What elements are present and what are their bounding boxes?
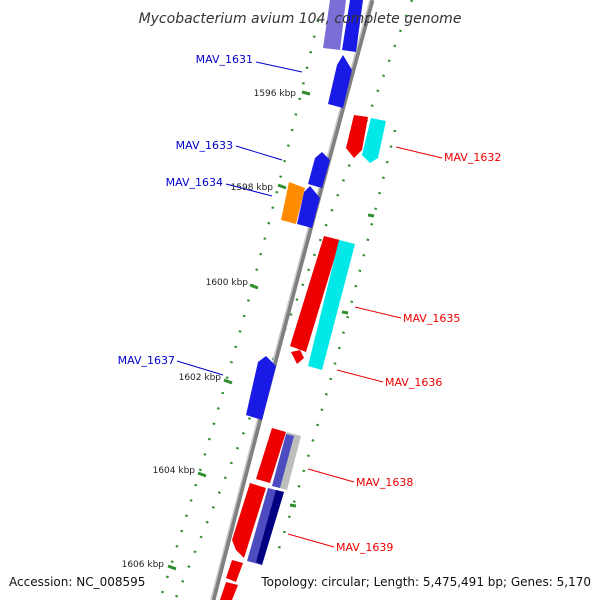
inner-guide-dots-left <box>158 19 320 600</box>
tick-mark <box>249 283 259 290</box>
tick-label: 1598 kbp <box>231 183 274 193</box>
gene-labels: MAV_1631 MAV_1632 MAV_1633 MAV_1634 MAV_… <box>118 53 502 554</box>
reverse-genes <box>220 115 386 600</box>
tick-labels: 1596 kbp 1598 kbp 1600 kbp 1602 kbp 1604… <box>122 89 297 570</box>
tick-mark-right <box>367 213 375 218</box>
gene-block[interactable] <box>328 55 352 108</box>
gene-label-mav-1637[interactable]: MAV_1637 <box>118 354 175 367</box>
tick-label: 1600 kbp <box>206 278 249 288</box>
leader-lines <box>176 61 443 548</box>
gene-label-mav-1631[interactable]: MAV_1631 <box>196 53 253 66</box>
gene-block[interactable] <box>308 152 330 188</box>
map-title: Mycobacterium avium 104, complete genome <box>139 11 462 27</box>
leader-line <box>395 146 443 159</box>
tick-mark <box>223 378 233 385</box>
tick-label: 1602 kbp <box>179 373 222 383</box>
gene-block[interactable] <box>281 182 305 224</box>
gene-label-mav-1635[interactable]: MAV_1635 <box>403 312 460 325</box>
tick-mark <box>167 564 177 571</box>
gene-block[interactable] <box>220 582 238 600</box>
gene-block[interactable] <box>346 115 368 158</box>
gene-label-mav-1638[interactable]: MAV_1638 <box>356 476 413 489</box>
gene-block[interactable] <box>226 560 243 582</box>
gene-block[interactable] <box>291 350 304 364</box>
leader-line <box>255 61 303 73</box>
gene-label-mav-1632[interactable]: MAV_1632 <box>444 151 501 164</box>
gene-block[interactable] <box>256 428 286 483</box>
gene-block[interactable] <box>297 186 320 228</box>
gene-label-mav-1636[interactable]: MAV_1636 <box>385 376 442 389</box>
gene-block[interactable] <box>362 118 386 163</box>
gene-block[interactable] <box>246 356 276 420</box>
leader-line <box>336 369 384 383</box>
genome-backbone <box>210 0 375 600</box>
tick-marks <box>167 90 375 571</box>
gene-label-mav-1634[interactable]: MAV_1634 <box>166 176 223 189</box>
gene-block[interactable] <box>308 240 355 370</box>
leader-line <box>354 306 402 319</box>
gene-label-mav-1639[interactable]: MAV_1639 <box>336 541 393 554</box>
tick-mark-right <box>289 503 297 508</box>
topology-text: Topology: circular; Length: 5,475,491 bp… <box>260 575 591 589</box>
leader-line <box>307 468 355 483</box>
gene-block[interactable] <box>342 0 363 52</box>
tick-label: 1606 kbp <box>122 560 165 570</box>
outer-guide-dots <box>173 0 414 600</box>
gene-block[interactable] <box>290 236 340 352</box>
tick-mark <box>301 90 311 96</box>
tick-mark <box>197 471 207 478</box>
gene-block[interactable] <box>323 0 346 50</box>
gene-block[interactable] <box>272 434 294 488</box>
forward-genes <box>246 0 363 420</box>
leader-line <box>287 533 335 548</box>
gene-block[interactable] <box>232 483 266 558</box>
tick-label: 1604 kbp <box>153 466 196 476</box>
leader-line <box>176 360 224 376</box>
accession-text: Accession: NC_008595 <box>9 575 145 589</box>
tick-mark <box>277 183 287 190</box>
tick-mark-right <box>341 310 349 315</box>
gene-label-mav-1633[interactable]: MAV_1633 <box>176 139 233 152</box>
tick-label: 1596 kbp <box>254 89 297 99</box>
gene-block[interactable] <box>256 490 284 565</box>
leader-line <box>235 145 283 161</box>
leader-line <box>225 183 273 197</box>
